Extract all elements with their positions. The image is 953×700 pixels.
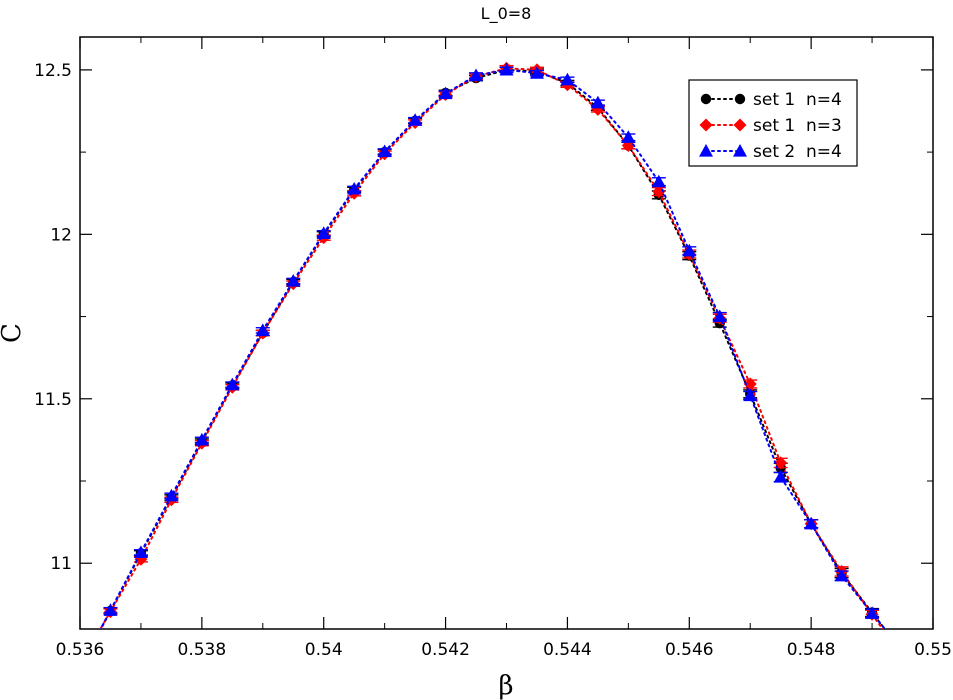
- data-point: [286, 274, 301, 287]
- x-tick-label: 0.546: [665, 640, 714, 660]
- data-point: [529, 66, 544, 79]
- data-point: [560, 72, 575, 86]
- legend-marker: [733, 118, 747, 132]
- series-layer: [99, 61, 887, 629]
- data-point: [651, 174, 666, 188]
- x-tick-label: 0.542: [421, 640, 470, 660]
- data-point: [682, 243, 697, 257]
- data-point: [743, 388, 758, 402]
- data-point: [316, 226, 331, 239]
- legend-marker: [700, 93, 712, 105]
- data-point: [469, 68, 484, 82]
- legend-marker: [733, 144, 747, 157]
- legend-marker: [699, 144, 713, 157]
- axis-ticks: [79, 37, 934, 629]
- legend-marker: [734, 93, 746, 105]
- chart-title: L_0=8: [481, 4, 532, 24]
- x-tick-label: 0.538: [178, 640, 227, 660]
- x-axis-title: β: [498, 671, 513, 700]
- legend-entry: set 1 n=3: [699, 116, 842, 136]
- data-point: [194, 432, 209, 446]
- y-axis-title: C: [0, 323, 27, 343]
- data-point: [377, 144, 392, 158]
- x-tick-label: 0.55: [914, 640, 952, 660]
- data-point: [347, 181, 362, 195]
- data-point: [834, 568, 849, 582]
- legend: set 1 n=4 set 1 n=3 set 2 n=4: [688, 79, 858, 167]
- data-point: [255, 323, 270, 336]
- legend-label: set 2 n=4: [753, 142, 842, 162]
- legend-label: set 1 n=4: [753, 90, 842, 110]
- data-point: [499, 62, 514, 76]
- data-point: [164, 488, 179, 502]
- data-point: [865, 606, 880, 619]
- data-point: [133, 545, 148, 558]
- series-line: [99, 67, 884, 629]
- data-point: [103, 603, 118, 616]
- x-tick-label: 0.536: [56, 640, 105, 660]
- data-point: [712, 309, 727, 323]
- data-point: [773, 470, 788, 483]
- legend-marker: [699, 118, 713, 132]
- legend-entry: set 2 n=4: [699, 142, 842, 162]
- data-point: [804, 516, 819, 530]
- series-3: [99, 62, 887, 629]
- series-line: [99, 68, 887, 629]
- y-tick-label: 11.5: [34, 390, 72, 410]
- y-tick-label: 12: [50, 225, 72, 245]
- data-point: [590, 95, 605, 109]
- y-tick-label: 11: [50, 554, 72, 574]
- x-tick-label: 0.54: [305, 640, 343, 660]
- legend-entry: set 1 n=4: [700, 90, 842, 110]
- data-point: [438, 86, 453, 100]
- tick-labels: 0.536 0.538 0.54 0.542 0.544 0.546 0.548 0.55 11…: [34, 61, 952, 660]
- legend-label: set 1 n=3: [753, 116, 842, 136]
- data-point: [408, 113, 423, 126]
- data-point: [743, 377, 757, 391]
- data-point: [621, 130, 636, 143]
- data-point: [225, 377, 240, 391]
- legend-box: [688, 79, 858, 167]
- x-tick-label: 0.548: [787, 640, 836, 660]
- data-point: [652, 185, 666, 199]
- y-tick-label: 12.5: [34, 61, 72, 81]
- x-tick-label: 0.544: [543, 640, 592, 660]
